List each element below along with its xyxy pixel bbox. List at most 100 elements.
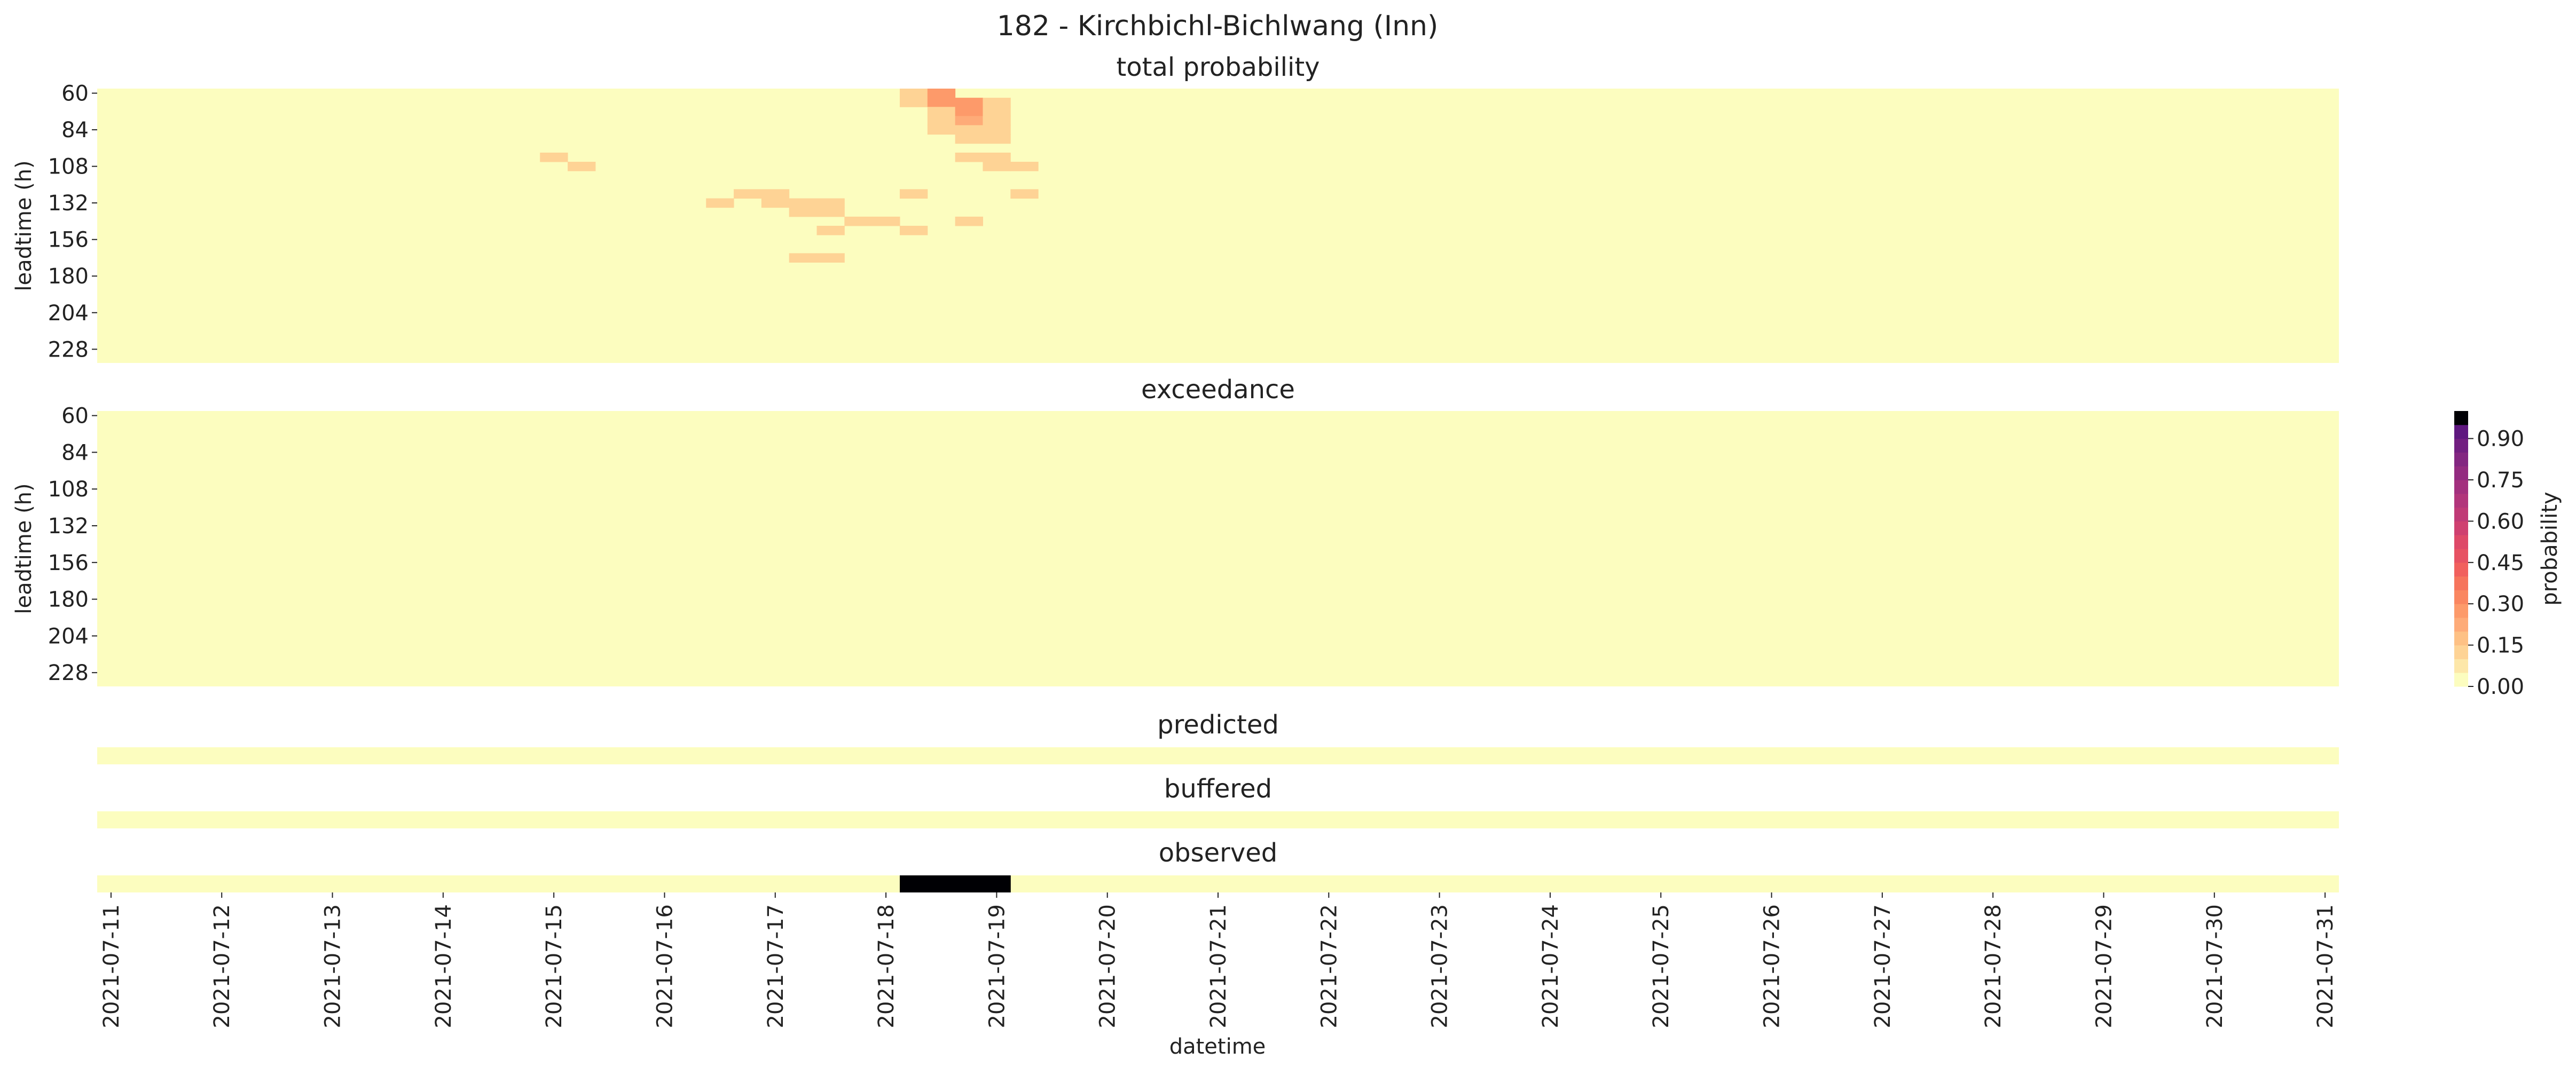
heatmap-cell (983, 134, 1011, 144)
heatmap-background (97, 747, 2339, 764)
colorbar-swatch (2454, 521, 2468, 535)
x-tick-label: 2021-07-15 (542, 904, 567, 1028)
heatmap-cell (899, 89, 928, 98)
colorbar-swatch (2454, 411, 2468, 425)
heatmap-cell (816, 207, 845, 217)
x-tick-label: 2021-07-18 (874, 904, 899, 1028)
panel-predicted: predicted (97, 710, 2339, 764)
x-tick-label: 2021-07-20 (1096, 904, 1120, 1028)
colorbar-tick-label: 0.90 (2477, 427, 2524, 452)
heatmap-background (97, 89, 2339, 363)
y-tick-label: 132 (48, 514, 89, 539)
heatmap-cell (983, 152, 1011, 162)
colorbar-swatch (2454, 535, 2468, 549)
heatmap-cell (927, 98, 956, 107)
heatmap-cell (955, 134, 983, 144)
x-tick-label: 2021-07-25 (1649, 904, 1674, 1028)
colorbar-swatch (2454, 631, 2468, 646)
x-tick-label: 2021-07-17 (764, 904, 788, 1028)
colorbar: 0.00 0.15 0.30 0.45 0.60 0.75 0.90 probability (2454, 411, 2562, 699)
colorbar-swatch (2454, 673, 2468, 687)
heatmap-cell (761, 189, 790, 199)
heatmap-cell (927, 89, 956, 98)
colorbar-swatch (2454, 424, 2468, 439)
colorbar-swatch (2454, 507, 2468, 521)
x-axis: 2021-07-11 2021-07-12 2021-07-13 2021-07-14… (99, 892, 2338, 1028)
heatmap-cell (955, 116, 983, 126)
y-tick-label: 228 (48, 337, 89, 362)
x-tick-label: 2021-07-19 (985, 904, 1009, 1028)
panel-buffered: buffered (97, 774, 2339, 828)
x-tick-label: 2021-07-11 (99, 904, 124, 1028)
heatmap-cell (983, 125, 1011, 135)
heatmap-cell (816, 253, 845, 263)
x-tick-label: 2021-07-14 (431, 904, 456, 1028)
heatmap-cell (568, 162, 596, 171)
x-tick-label: 2021-07-12 (210, 904, 234, 1028)
heatmap-cell (927, 125, 956, 135)
heatmap-cell (706, 198, 734, 208)
y-tick-label: 108 (48, 155, 89, 179)
heatmap-cell (789, 207, 818, 217)
figure-title: 182 - Kirchbichl-Bichlwang (Inn) (997, 10, 1439, 42)
heatmap-cell (927, 116, 956, 126)
heatmap-cell (844, 216, 873, 226)
x-axis-label: datetime (1169, 1034, 1266, 1059)
heatmap-cell (955, 98, 983, 107)
colorbar-swatch (2454, 645, 2468, 659)
y-tick-label: 84 (61, 118, 89, 143)
y-tick-label: 156 (48, 228, 89, 252)
panels-group: total probability 60 84 108 132 156 180 204 228 l… (12, 52, 2339, 892)
colorbar-swatch (2454, 480, 2468, 494)
colorbar-tick-label: 0.30 (2477, 592, 2524, 616)
panel-title: buffered (1164, 774, 1272, 804)
heatmap-cell (761, 198, 790, 208)
y-tick-label: 204 (48, 301, 89, 326)
heatmap-cell (816, 226, 845, 235)
y-tick-label: 60 (61, 82, 89, 106)
x-tick-label: 2021-07-24 (1538, 904, 1563, 1028)
heatmap-cell (927, 107, 956, 116)
heatmap-cell (955, 107, 983, 116)
colorbar-swatch (2454, 438, 2468, 453)
panel-observed: observed (97, 838, 2339, 892)
colorbar-swatch (2454, 576, 2468, 590)
heatmap-cell (927, 875, 956, 892)
heatmap-cell (983, 116, 1011, 126)
x-tick-label: 2021-07-27 (1871, 904, 1895, 1028)
y-tick-label: 60 (61, 404, 89, 429)
heatmap-cell (955, 152, 983, 162)
heatmap-cell (983, 162, 1011, 171)
x-tick-label: 2021-07-26 (1760, 904, 1785, 1028)
x-tick-label: 2021-07-28 (1981, 904, 2006, 1028)
panel-title: observed (1159, 838, 1278, 868)
colorbar-tick-label: 0.60 (2477, 509, 2524, 534)
panel-exceedance: exceedance 60 84 108 132 156 180 204 228 leadtime… (12, 375, 2339, 686)
heatmap-cell (872, 216, 900, 226)
x-tick-label: 2021-07-21 (1206, 904, 1231, 1028)
x-tick-label: 2021-07-23 (1428, 904, 1452, 1028)
colorbar-swatch (2454, 493, 2468, 508)
colorbar-label: probability (2538, 492, 2562, 605)
y-tick-label: 132 (48, 191, 89, 216)
y-tick-label: 204 (48, 624, 89, 649)
colorbar-swatch (2454, 549, 2468, 563)
x-tick-label: 2021-07-31 (2313, 904, 2338, 1028)
x-tick-label: 2021-07-30 (2203, 904, 2227, 1028)
heatmap-background (97, 875, 2339, 892)
heatmap-cell (899, 226, 928, 235)
colorbar-swatch (2454, 590, 2468, 604)
y-tick-label: 180 (48, 588, 89, 612)
heatmap-cell (789, 253, 818, 263)
panel-title: predicted (1157, 710, 1279, 740)
heatmap-background (97, 411, 2339, 686)
heatmap-cell (955, 125, 983, 135)
colorbar-swatch (2454, 618, 2468, 632)
heatmap-cell (983, 98, 1011, 107)
y-tick-label: 84 (61, 440, 89, 465)
colorbar-swatch (2454, 562, 2468, 577)
y-tick-label: 180 (48, 264, 89, 289)
panel-title: exceedance (1141, 375, 1295, 405)
colorbar-swatch (2454, 659, 2468, 673)
